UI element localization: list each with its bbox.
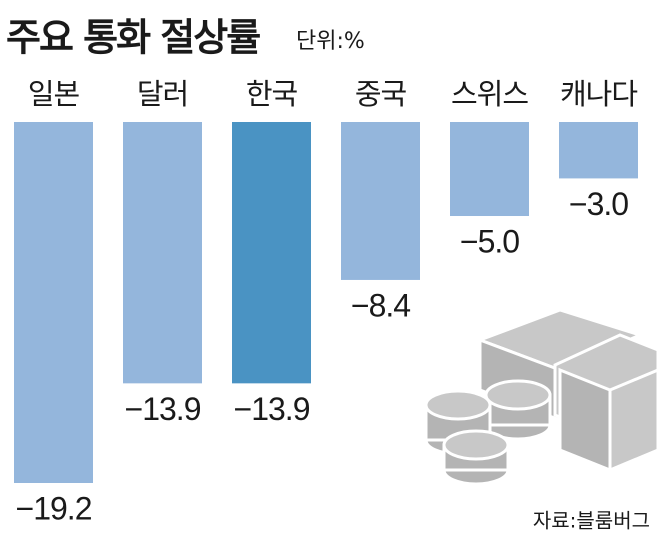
- chart-title: 주요 통화 절상률: [6, 16, 260, 60]
- bar: [123, 122, 202, 384]
- value-label: −5.0: [460, 223, 519, 259]
- bar: [450, 122, 529, 217]
- bar: [232, 122, 311, 384]
- category-label: 중국: [355, 77, 407, 111]
- value-label: −8.4: [351, 287, 410, 323]
- category-label: 캐나다: [560, 77, 637, 111]
- bar: [559, 122, 638, 179]
- unit-label: 단위:%: [296, 29, 365, 54]
- value-label: −13.9: [234, 391, 310, 427]
- category-label: 한국: [246, 77, 298, 111]
- category-label: 일본: [28, 77, 80, 111]
- bar: [14, 122, 93, 483]
- money-illustration: [424, 308, 658, 486]
- value-label: −13.9: [125, 391, 201, 427]
- bar: [341, 122, 420, 280]
- category-label: 달러: [137, 77, 188, 111]
- value-label: −3.0: [569, 186, 628, 222]
- source-note: 자료:블룸버그: [533, 509, 650, 533]
- value-label: −19.2: [16, 490, 92, 526]
- category-label: 스위스: [451, 77, 528, 111]
